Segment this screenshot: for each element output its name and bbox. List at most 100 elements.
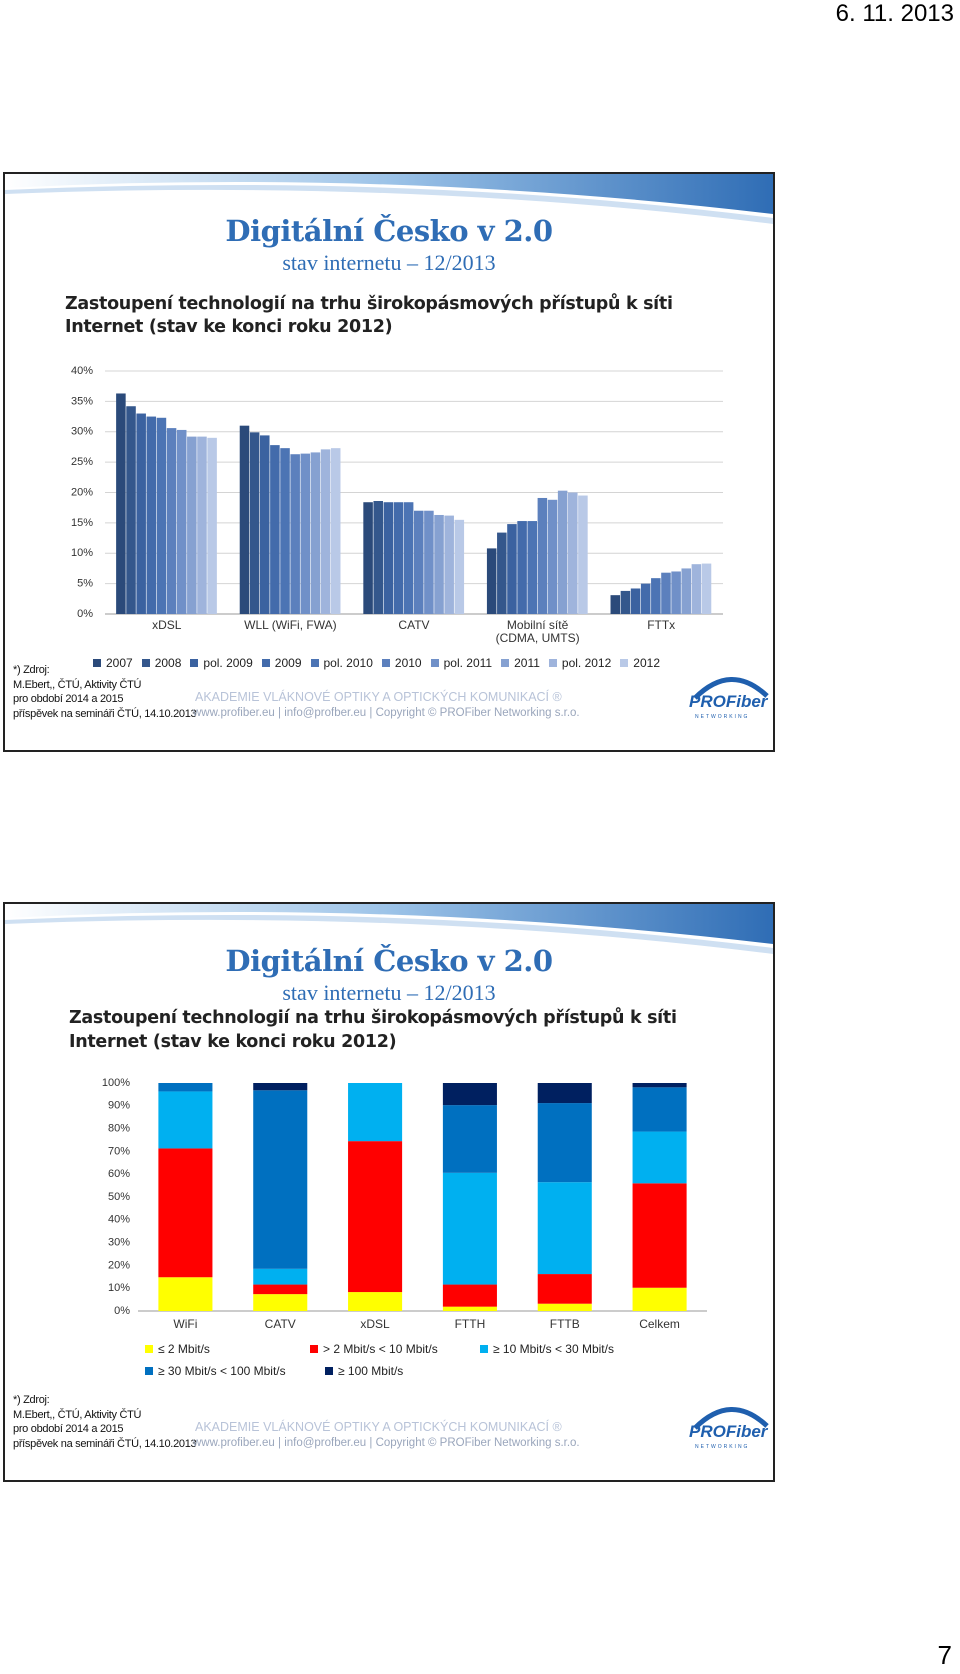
bar: [239, 425, 250, 614]
bar: [434, 514, 444, 614]
bar: [393, 502, 404, 614]
logo-arc: [693, 1407, 769, 1430]
y-tick-label: 30%: [71, 426, 93, 438]
bar-segment: [442, 1306, 497, 1311]
bar: [537, 497, 548, 614]
slide-decoration: [5, 904, 773, 954]
legend-label: 2011: [514, 656, 540, 670]
y-tick-label: 90%: [108, 1100, 130, 1112]
y-tick-label: 5%: [77, 578, 93, 590]
slide: Digitální Česko v 2.0 stav internetu – 12…: [3, 902, 775, 1482]
source-line: M.Ebert,, ČTÚ, Aktivity ČTÚ: [13, 1408, 142, 1421]
y-tick-label: 0%: [114, 1305, 130, 1317]
academy: AKADEMIE VLÁKNOVÉ OPTIKY A OPTICKÝCH KOM…: [195, 690, 562, 704]
legend-label: pol. 2009: [203, 656, 253, 670]
legend-swatch: [501, 659, 510, 667]
bar: [330, 448, 341, 614]
bar: [383, 502, 394, 614]
chart: 0% 5% 10% 15% 20% 25% 30% 35% 40%: [71, 365, 723, 620]
swoosh: [5, 174, 773, 214]
legend: ≤ 2 Mbit/s > 2 Mbit/s < 10 Mbit/s ≥ 10 Mbi…: [145, 1342, 705, 1378]
bar: [691, 564, 702, 614]
legend-item: 2009: [261, 656, 302, 670]
logo: PROFiber: [689, 692, 768, 711]
y-tick-label: 20%: [108, 1259, 130, 1271]
links: www.profiber.eu | info@profber.eu | Copy…: [193, 1437, 580, 1449]
logo-arc-path: [693, 677, 769, 700]
source-line: příspěvek na semináři ČTÚ, 14.10.2013: [13, 707, 197, 720]
chart-heading: Internet (stav ke konci roku 2012): [65, 317, 393, 337]
bar-segment: [537, 1274, 592, 1304]
legend-label: ≤ 2 Mbit/s: [158, 1342, 210, 1356]
source-line: *) Zdroj:: [13, 1394, 50, 1406]
chart-heading: Internet (stav ke konci roku 2012): [69, 1032, 397, 1052]
x-tick-label: WLL (WiFi, FWA): [244, 618, 337, 632]
bar: [176, 429, 187, 614]
bar-segment: [158, 1277, 213, 1311]
x-tick-label: WiFi: [173, 1317, 198, 1331]
legend-swatch: [93, 659, 101, 667]
legend-swatch: [310, 659, 319, 667]
y-tick-label: 20%: [71, 486, 93, 498]
legend-swatch: [190, 659, 199, 667]
bar: [363, 502, 373, 614]
legend-label: pol. 2010: [323, 656, 373, 670]
slide: Digitální Česko v 2.0 stav internetu – 12…: [3, 172, 775, 752]
chart-heading: Zastoupení technologií na trhu širokopás…: [69, 1008, 677, 1028]
bar: [701, 563, 712, 614]
academy: AKADEMIE VLÁKNOVÉ OPTIKY A OPTICKÝCH KOM…: [195, 1420, 562, 1434]
source-line: *) Zdroj:: [13, 664, 50, 676]
bar-segment: [158, 1083, 213, 1092]
y-tick-label: 30%: [108, 1237, 130, 1249]
bar-segment: [537, 1303, 592, 1311]
bar: [661, 572, 671, 614]
y-tick-label: 50%: [108, 1191, 130, 1203]
legend-label: 2008: [154, 656, 182, 670]
legend-item: pol. 2012: [548, 656, 612, 670]
x-tick-label: FTTx: [647, 618, 676, 632]
legend-item: pol. 2009: [190, 656, 253, 670]
legend-label: 2009: [274, 656, 302, 670]
legend-item: 2008: [141, 656, 182, 670]
legend-item: pol. 2011: [430, 656, 492, 670]
bar: [547, 499, 558, 614]
legend-label: ≥ 30 Mbit/s < 100 Mbit/s: [158, 1364, 286, 1378]
bar: [424, 510, 434, 614]
bar: [280, 448, 290, 614]
bar-segment: [537, 1083, 592, 1104]
bar: [270, 445, 280, 614]
bar: [197, 436, 207, 614]
bar-segment: [442, 1284, 497, 1307]
y-tick-label: 15%: [71, 517, 93, 529]
bar: [126, 406, 136, 614]
y-tick-label: 70%: [108, 1145, 130, 1157]
bar-segment: [253, 1268, 308, 1285]
bar-segment: [632, 1087, 687, 1132]
legend-swatch: [548, 659, 557, 667]
slide-subtitle: stav internetu – 12/2013: [282, 980, 496, 1005]
legend-label: pol. 2012: [561, 656, 612, 670]
bar-segment: [442, 1083, 497, 1106]
legend-swatch: [430, 659, 439, 667]
chart-heading: Zastoupení technologií na trhu širokopás…: [65, 294, 673, 314]
swoosh: [5, 904, 773, 944]
bar: [517, 521, 527, 614]
y-tick-label: 10%: [108, 1282, 130, 1294]
logo-sub: NETWORKING: [695, 714, 750, 720]
bar: [320, 449, 331, 614]
bar: [568, 492, 578, 614]
x-tick-label: FTTH: [454, 1317, 486, 1331]
legend-swatch: [480, 1345, 488, 1353]
legend-item: pol. 2010: [310, 656, 373, 670]
logo-sub: NETWORKING: [695, 1444, 750, 1450]
bar: [300, 453, 311, 614]
legend-swatch: [325, 1367, 333, 1375]
bar: [116, 393, 126, 614]
page-number: 7: [937, 1640, 952, 1670]
swoosh-line: [5, 184, 773, 224]
legend-item: ≤ 2 Mbit/s: [145, 1342, 310, 1356]
bar-segment: [348, 1141, 403, 1293]
y-tick-label: 0%: [77, 608, 93, 620]
bar-segment: [158, 1148, 213, 1278]
bar: [578, 495, 588, 614]
